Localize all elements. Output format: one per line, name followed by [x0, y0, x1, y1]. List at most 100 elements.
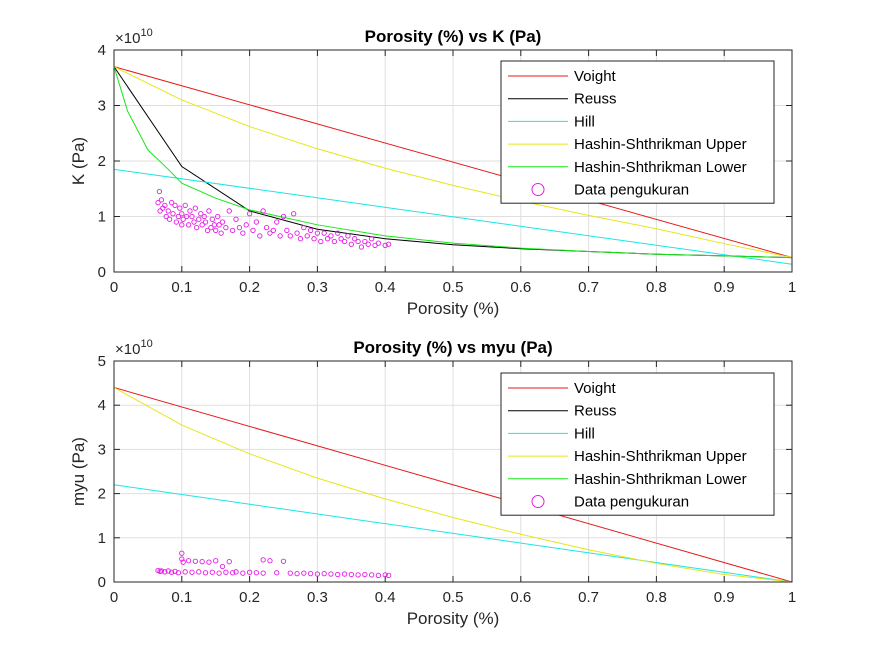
- x-tick-label: 0.2: [239, 279, 260, 296]
- scatter-point: [321, 230, 327, 236]
- y-tick-label: 1: [98, 530, 106, 547]
- legend-label: Hashin-Shthrikman Lower: [574, 471, 747, 488]
- scatter-point: [172, 202, 178, 209]
- y-tick-label: 3: [98, 441, 106, 458]
- scatter-point: [226, 208, 232, 214]
- scatter-point: [307, 570, 314, 577]
- x-tick-label: 0.6: [510, 589, 531, 606]
- scatter-point: [365, 241, 371, 247]
- scatter-point: [328, 233, 334, 239]
- y-exponent-base: ×10: [115, 341, 140, 358]
- chart-title: Porosity (%) vs K (Pa): [365, 27, 542, 46]
- series-line-hashin-shthrikman-upper: [114, 66, 792, 259]
- plot-series: [114, 66, 792, 265]
- series-line-voight: [114, 387, 792, 582]
- scatter-point: [253, 570, 260, 576]
- scatter-point: [196, 569, 202, 575]
- scatter-point: [163, 213, 169, 220]
- series-line-hashin-shthrikman-lower: [114, 66, 792, 259]
- y-tick-label: 4: [98, 42, 106, 59]
- scatter-point: [219, 563, 226, 570]
- scatter-point: [180, 216, 186, 222]
- scatter-point: [216, 222, 222, 228]
- scatter-point: [156, 188, 163, 195]
- scatter-point: [223, 224, 229, 231]
- y-tick-label: 2: [98, 486, 106, 503]
- scatter-point: [301, 570, 307, 576]
- legend: Voight Reuss Hill Hashin-Shthrikman Upper Ha…: [500, 60, 775, 204]
- x-tick-label: 0.2: [239, 589, 260, 606]
- legend-label: Hashin-Shthrikman Upper: [574, 136, 747, 153]
- scatter-point: [191, 219, 197, 225]
- x-tick-label: 1: [788, 589, 796, 606]
- x-tick-label: 0.4: [375, 279, 396, 296]
- scatter-point: [206, 208, 212, 214]
- legend-box: [500, 372, 775, 516]
- scatter-point: [209, 569, 215, 575]
- legend-label: Hill: [574, 113, 595, 130]
- chart-title: Porosity (%) vs myu (Pa): [353, 338, 552, 357]
- scatter-point: [375, 240, 382, 246]
- y-exponent-power: 10: [140, 338, 152, 350]
- scatter-point: [215, 213, 221, 220]
- scatter-point: [304, 233, 310, 239]
- scatter-point: [166, 216, 173, 222]
- scatter-point: [382, 242, 388, 249]
- legend-label: Hashin-Shthrikman Lower: [574, 159, 747, 176]
- y-tick-label: 4: [98, 397, 106, 414]
- y-exponent-power: 10: [140, 27, 152, 39]
- scatter-point: [180, 559, 186, 565]
- x-tick-label: 0.3: [307, 279, 328, 296]
- scatter-point: [192, 205, 199, 211]
- scatter-point: [182, 202, 188, 209]
- legend-swatch-marker: [531, 495, 545, 508]
- scatter-point: [219, 219, 226, 225]
- x-tick-label: 0: [110, 279, 118, 296]
- y-axis-label: myu (Pa): [69, 437, 88, 506]
- scatter-point: [194, 224, 200, 231]
- scatter-point: [385, 241, 392, 247]
- y-exponent-base: ×10: [115, 30, 140, 47]
- scatter-point: [223, 569, 229, 575]
- scatter-point: [291, 211, 297, 217]
- scatter-point: [168, 569, 175, 575]
- scatter-point: [165, 208, 171, 214]
- scatter-point: [382, 572, 388, 578]
- scatter-point: [179, 550, 185, 556]
- legend-label: Voight: [574, 380, 617, 397]
- scatter-point: [335, 230, 341, 236]
- x-axis-label: Porosity (%): [407, 299, 500, 318]
- x-tick-label: 0.5: [443, 279, 464, 296]
- scatter-point: [201, 213, 207, 220]
- scatter-point: [218, 230, 224, 236]
- scatter-point: [287, 570, 293, 576]
- scatter-point: [338, 236, 344, 242]
- scatter-point: [229, 570, 236, 576]
- series-line-voight: [114, 66, 792, 259]
- x-tick-label: 0.9: [714, 589, 735, 606]
- scatter-point: [274, 219, 280, 225]
- scatter-point: [297, 236, 304, 242]
- x-tick-label: 0.5: [443, 589, 464, 606]
- scatter-point: [335, 571, 341, 578]
- scatter-point: [202, 570, 209, 576]
- scatter-point: [314, 571, 321, 577]
- scatter-point: [301, 224, 307, 231]
- scatter-point: [318, 238, 324, 245]
- scatter-point: [189, 213, 195, 220]
- y-tick-label: 3: [98, 98, 106, 115]
- scatter-point: [187, 208, 193, 214]
- legend-label: Hashin-Shthrikman Upper: [574, 448, 747, 465]
- scatter-point: [199, 559, 205, 565]
- x-axis-label: Porosity (%): [407, 609, 500, 628]
- scatter-point: [250, 227, 256, 234]
- scatter-point: [368, 572, 375, 578]
- scatter-point: [175, 570, 182, 576]
- scatter-point: [233, 569, 239, 575]
- legend-label: Reuss: [574, 403, 617, 420]
- scatter-point: [294, 570, 300, 577]
- scatter-point: [157, 208, 163, 214]
- y-tick-label: 0: [98, 264, 106, 281]
- legend: Voight Reuss Hill Hashin-Shthrikman Upper Ha…: [500, 372, 775, 516]
